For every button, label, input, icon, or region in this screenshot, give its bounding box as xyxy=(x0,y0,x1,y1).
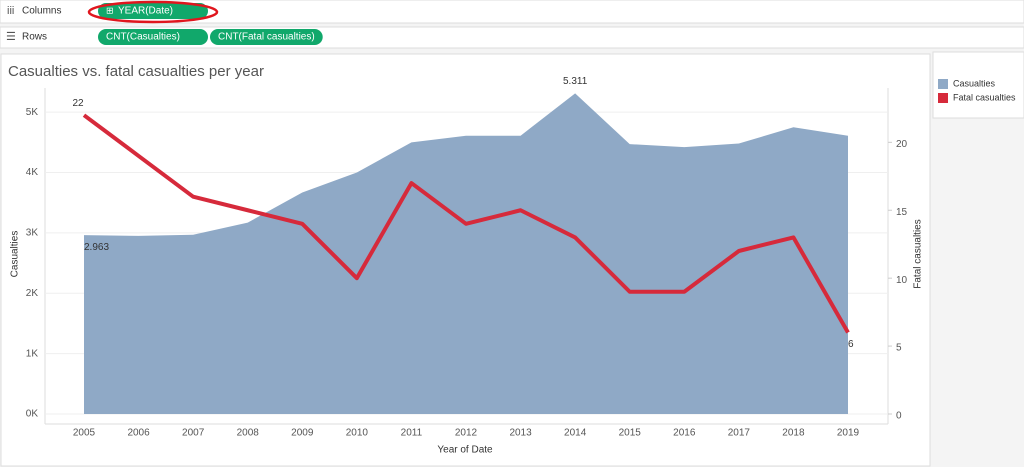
y-tick-label: 0K xyxy=(26,409,39,420)
pill-text: CNT(Fatal casualties) xyxy=(218,32,315,43)
x-tick-label: 2005 xyxy=(73,428,96,439)
chart-title: Casualties vs. fatal casualties per year xyxy=(8,63,264,80)
value-label: 2.963 xyxy=(84,242,109,253)
x-tick-label: 2015 xyxy=(619,428,642,439)
legend-label: Casualties xyxy=(953,78,996,88)
value-label: 6 xyxy=(848,339,854,350)
y-tick-label: 1K xyxy=(26,348,39,359)
plot xyxy=(45,93,888,415)
y-tick-label: 2K xyxy=(26,288,39,299)
columns-icon: iii xyxy=(7,5,14,17)
highlight-annotation xyxy=(87,0,219,24)
x-tick-label: 2014 xyxy=(564,428,587,439)
pill-text: YEAR(Date) xyxy=(118,6,173,17)
pill[interactable]: CNT(Casualties) xyxy=(98,29,208,45)
x-tick-label: 2013 xyxy=(509,428,532,439)
y-tick-label: 5K xyxy=(26,107,39,118)
legend-swatch xyxy=(938,79,948,89)
pill-body xyxy=(98,29,208,45)
pill-text: CNT(Casualties) xyxy=(106,32,180,43)
y2-tick-label: 10 xyxy=(896,275,908,286)
rows-icon: ☰ xyxy=(6,31,16,43)
pill[interactable]: ⊞ YEAR(Date) xyxy=(98,3,208,19)
x-tick-label: 2019 xyxy=(837,428,860,439)
x-tick-label: 2006 xyxy=(127,428,150,439)
pill-icon: ⊞ xyxy=(106,5,114,15)
pill-body xyxy=(98,3,208,19)
value-label: 22 xyxy=(72,98,84,109)
shelf-label: Rows xyxy=(22,32,47,43)
y-tick-label: 4K xyxy=(26,167,39,178)
y2-tick-label: 0 xyxy=(896,411,902,422)
shelf-label: Columns xyxy=(22,6,61,17)
legend-swatch xyxy=(938,93,948,103)
x-tick-label: 2007 xyxy=(182,428,205,439)
y2-tick-label: 5 xyxy=(896,343,902,354)
y2-tick-label: 20 xyxy=(896,139,908,150)
x-tick-label: 2012 xyxy=(455,428,478,439)
y2-axis-title: Fatal casualties xyxy=(913,219,924,288)
y-axis-title: Casualties xyxy=(10,231,21,278)
x-tick-label: 2011 xyxy=(401,428,423,439)
value-label: 5.311 xyxy=(563,76,588,87)
pill[interactable]: CNT(Fatal casualties) xyxy=(210,29,323,45)
line xyxy=(82,113,850,334)
x-tick-label: 2009 xyxy=(291,428,314,439)
x-tick-label: 2018 xyxy=(782,428,805,439)
y2-tick-label: 15 xyxy=(896,207,908,218)
x-tick-label: 2008 xyxy=(237,428,260,439)
y-tick-label: 3K xyxy=(26,228,39,239)
x-tick-label: 2010 xyxy=(346,428,369,439)
x-tick-label: 2017 xyxy=(728,428,751,439)
legend-panel xyxy=(932,51,1024,119)
pill-body xyxy=(210,29,323,45)
area xyxy=(84,93,848,415)
columns-shelf xyxy=(0,0,1024,24)
x-tick-label: 2016 xyxy=(673,428,696,439)
x-axis-title: Year of Date xyxy=(437,445,493,456)
legend-label: Fatal casualties xyxy=(953,92,1016,102)
